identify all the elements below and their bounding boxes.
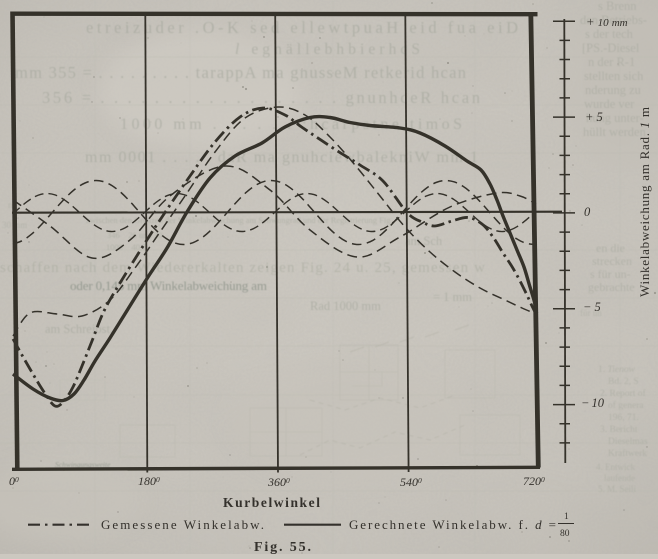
svg-text:80: 80 xyxy=(560,529,570,539)
svg-text:nderung zu: nderung zu xyxy=(585,83,642,97)
svg-text:schaffen nach dem Wiedererkalt: schaffen nach dem Wiedererkalten zeigen … xyxy=(0,260,485,276)
svg-text:3600: 3600 xyxy=(267,475,290,489)
svg-text:am Sch: am Sch xyxy=(405,234,443,248)
svg-text:3. Bericht: 3. Bericht xyxy=(600,425,638,435)
svg-text:s für un-: s für un- xyxy=(590,267,631,281)
svg-text:= 1 mm: = 1 mm xyxy=(433,290,472,304)
svg-text:am Schreibst.: am Schreibst. xyxy=(45,322,113,336)
svg-text:2. Report of: 2. Report of xyxy=(600,388,646,399)
svg-text:− 5: − 5 xyxy=(583,300,601,314)
svg-text:0: 0 xyxy=(584,205,591,219)
svg-text:stellten sich: stellten sich xyxy=(584,69,644,83)
svg-text:oder 0,145 mm Winkelabweichung: oder 0,145 mm Winkelabweichung am xyxy=(70,278,267,293)
svg-text:Winkelabweichung am Rad. 1 m: Winkelabweichung am Rad. 1 m xyxy=(637,107,652,297)
svg-text:−10: −10 xyxy=(581,396,605,410)
svg-text:5400: 5400 xyxy=(400,475,422,489)
svg-text:Schwingungsweite: Schwingungsweite xyxy=(55,460,111,469)
svg-text:[PS.-Diesel: [PS.-Diesel xyxy=(582,41,640,55)
svg-text:196, 71.: 196, 71. xyxy=(608,413,639,423)
svg-text:n der R-1: n der R-1 xyxy=(588,55,635,69)
svg-text:1000 40,5: 1000 40,5 xyxy=(106,242,146,252)
svg-text:wurde ver: wurde ver xyxy=(584,97,635,111)
svg-text:+ 5: + 5 xyxy=(585,110,603,124)
svg-text:7200: 7200 xyxy=(523,474,545,488)
svg-text:s der tech: s der tech xyxy=(585,27,634,41)
svg-text:+ 10 mm: + 10 mm xyxy=(586,15,628,29)
svg-text:mm 0001 . . . . . daR ma gnuhc: mm 0001 . . . . . daR ma gnuhciewbalekni… xyxy=(85,149,478,166)
svg-text:of genera: of genera xyxy=(608,400,644,411)
svg-text:1800: 1800 xyxy=(138,474,160,488)
svg-text:Bd. 2, S: Bd. 2, S xyxy=(608,377,639,387)
svg-text:s Brenn: s Brenn xyxy=(598,0,637,13)
svg-text:mm 355 = . . . . . . . . . tar: mm 355 = . . . . . . . . . tarappA ma gn… xyxy=(15,63,466,82)
svg-text:Kurbelwinkel: Kurbelwinkel xyxy=(223,495,320,510)
svg-text:den Betriebs-: den Betriebs- xyxy=(580,13,647,27)
svg-text:5. M. Seili: 5. M. Seili xyxy=(598,484,637,494)
svg-text:4. Entwick: 4. Entwick xyxy=(596,462,635,472)
svg-text:etreizuder .O-K sed ellewtpuaH: etreizuder .O-K sed ellewtpuaH eid fua e… xyxy=(86,18,518,37)
svg-text:hüllt werden: hüllt werden xyxy=(583,125,647,139)
svg-text:1: 1 xyxy=(564,512,569,522)
svg-text:Rad 1000 mm: Rad 1000 mm xyxy=(310,299,381,313)
svg-text:en die: en die xyxy=(596,241,625,255)
svg-text:zwischen den Grenzen der Winke: zwischen den Grenzen der Winkelabweichun… xyxy=(86,215,391,225)
svg-text:Fig. 55.: Fig. 55. xyxy=(254,540,311,554)
svg-text:356 = . . . . . . . . . . . .: 356 = . . . . . . . . . . . . . . . . . … xyxy=(42,88,480,107)
svg-text:Gerechnete Winkelabw. f. d =: Gerechnete Winkelabw. f. d = xyxy=(349,517,556,532)
svg-text:l egnällebhbierhcS: l egnällebhbierhcS xyxy=(235,41,420,58)
svg-text:00: 00 xyxy=(9,474,19,488)
svg-text:gebrachte: gebrachte xyxy=(588,280,635,294)
svg-text:strecken: strecken xyxy=(592,254,632,268)
svg-text:Dieselmas: Dieselmas xyxy=(608,437,648,447)
svg-text:Kraftwerk: Kraftwerk xyxy=(608,448,647,459)
svg-text:1. Tienow: 1. Tienow xyxy=(598,365,636,375)
svg-text:laufende: laufende xyxy=(604,473,635,483)
svg-text:für un: für un xyxy=(580,308,602,318)
svg-text:hung unter-: hung unter- xyxy=(586,111,644,125)
